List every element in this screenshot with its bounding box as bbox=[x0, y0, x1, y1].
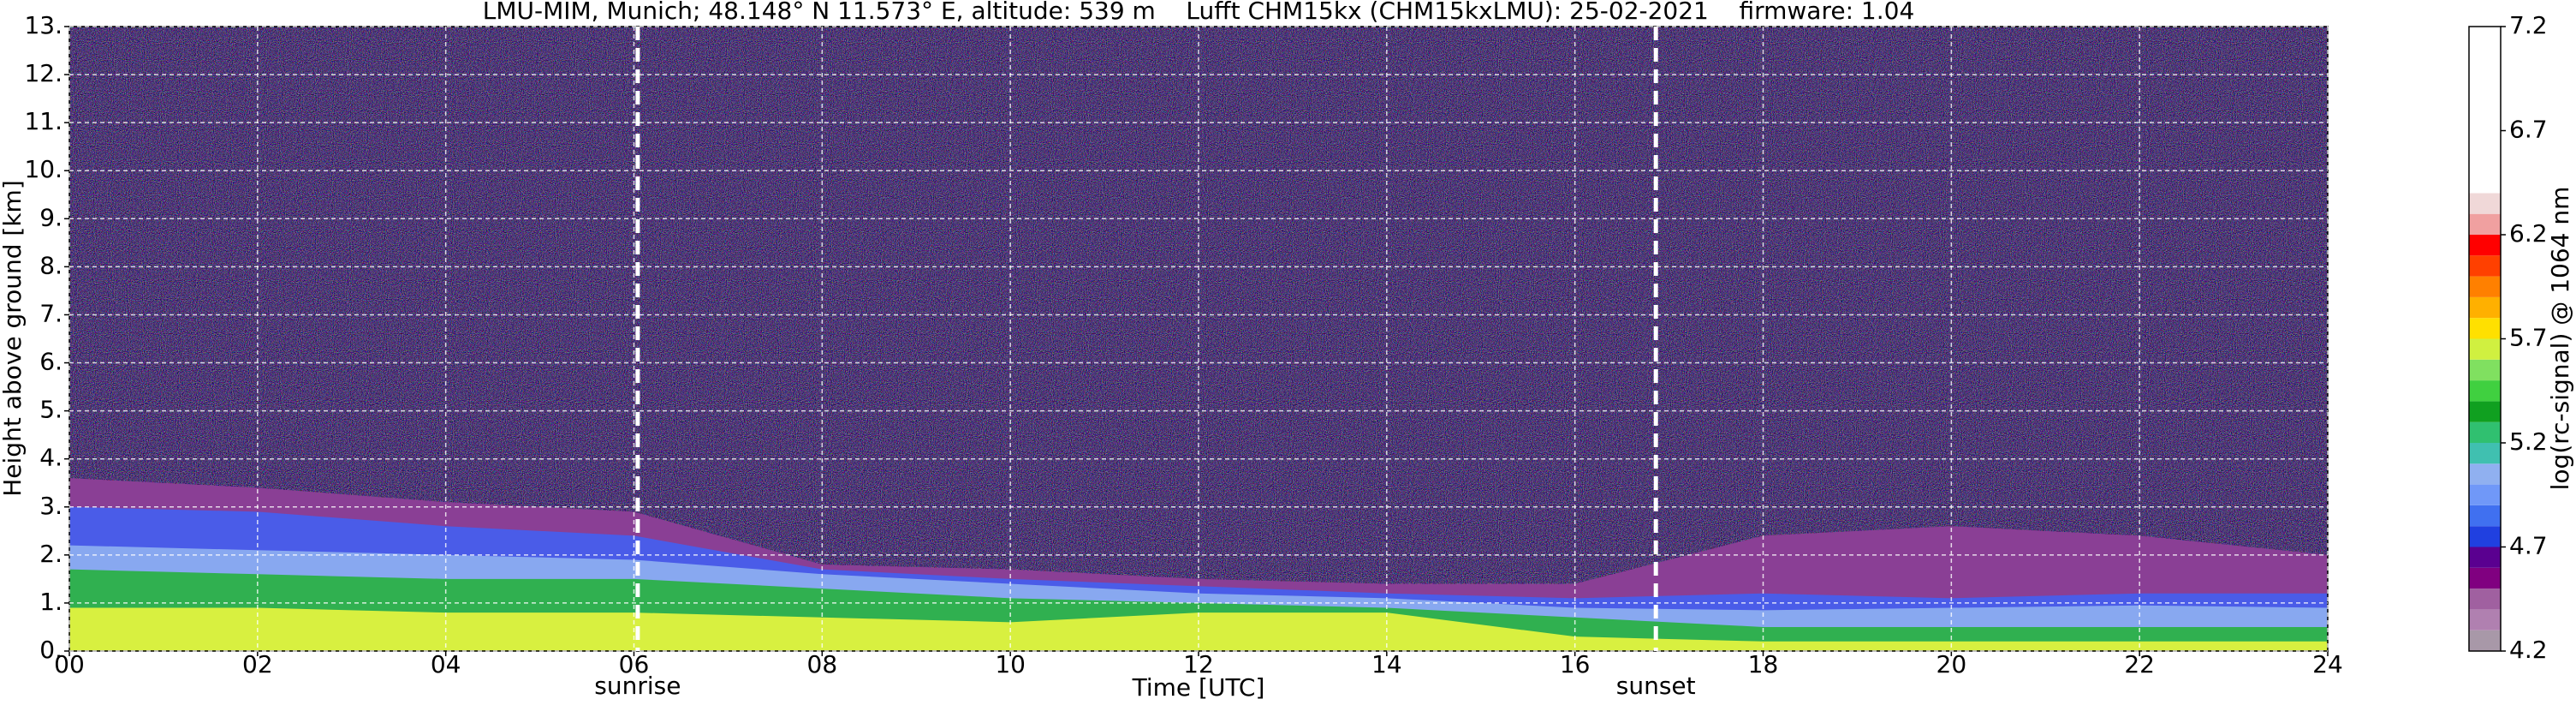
colorbar-tick-label: 5.2 bbox=[2509, 427, 2548, 456]
x-tick-label: 14 bbox=[1371, 650, 1402, 678]
x-tick-label: 10 bbox=[995, 650, 1026, 678]
colorbar-band bbox=[2469, 421, 2501, 443]
x-tick-label: 16 bbox=[1560, 650, 1591, 678]
y-axis-label: Height above ground [km] bbox=[0, 180, 27, 497]
colorbar-band bbox=[2469, 296, 2501, 319]
x-axis-label: Time [UTC] bbox=[1132, 673, 1265, 702]
colorbar-label: log(rc-signal) @ 1064 nm bbox=[2546, 187, 2574, 491]
y-tick-label: 10. bbox=[24, 155, 62, 183]
colorbar-band bbox=[2469, 463, 2501, 485]
event-label: sunset bbox=[1616, 672, 1696, 700]
colorbar-band bbox=[2469, 505, 2501, 527]
colorbar-band bbox=[2469, 213, 2501, 235]
x-tick-label: 06 bbox=[619, 650, 650, 678]
x-tick-label: 12 bbox=[1183, 650, 1214, 678]
colorbar-band bbox=[2469, 255, 2501, 277]
y-tick-label: 6. bbox=[39, 348, 62, 376]
colorbar-tick-label: 4.7 bbox=[2509, 532, 2548, 560]
colorbar-band bbox=[2469, 380, 2501, 402]
y-tick-label: 13. bbox=[24, 11, 62, 39]
colorbar-band bbox=[2469, 27, 2501, 194]
y-tick-label: 5. bbox=[39, 396, 62, 424]
x-tick-label: 24 bbox=[2312, 650, 2343, 678]
y-tick-label: 2. bbox=[39, 540, 62, 568]
colorbar-band bbox=[2469, 401, 2501, 422]
colorbar-band bbox=[2469, 443, 2501, 464]
colorbar-band bbox=[2469, 484, 2501, 505]
y-tick-label: 12. bbox=[24, 59, 62, 87]
colorbar-band bbox=[2469, 276, 2501, 297]
y-tick-label: 3. bbox=[39, 492, 62, 520]
colorbar-band bbox=[2469, 359, 2501, 381]
colorbar-tick-label: 7.2 bbox=[2509, 11, 2548, 39]
colorbar-tick-label: 4.2 bbox=[2509, 636, 2548, 664]
y-tick-label: 9. bbox=[39, 203, 62, 231]
colorbar-band bbox=[2469, 589, 2501, 610]
x-tick-label: 20 bbox=[1936, 650, 1967, 678]
y-tick-label: 4. bbox=[39, 444, 62, 472]
colorbar-band bbox=[2469, 609, 2501, 630]
colorbar-band bbox=[2469, 193, 2501, 214]
colorbar-band bbox=[2469, 526, 2501, 547]
colorbar-band bbox=[2469, 567, 2501, 589]
x-tick-label: 08 bbox=[807, 650, 838, 678]
x-tick-label: 00 bbox=[54, 650, 85, 678]
colorbar-band bbox=[2469, 338, 2501, 360]
y-tick-label: 7. bbox=[39, 299, 62, 327]
x-tick-label: 02 bbox=[242, 650, 273, 678]
y-tick-label: 8. bbox=[39, 251, 62, 279]
colorbar-band bbox=[2469, 630, 2501, 651]
colorbar-tick-label: 6.7 bbox=[2509, 116, 2548, 144]
y-tick-label: 11. bbox=[24, 107, 62, 135]
event-label: sunrise bbox=[594, 672, 681, 700]
colorbar-band bbox=[2469, 547, 2501, 568]
y-tick-label: 0. bbox=[39, 636, 62, 664]
y-tick-label: 1. bbox=[39, 588, 62, 616]
chart-title: LMU-MIM, Munich; 48.148° N 11.573° E, al… bbox=[483, 0, 1915, 25]
colorbar-tick-label: 6.2 bbox=[2509, 219, 2548, 248]
colorbar-band bbox=[2469, 235, 2501, 256]
x-tick-label: 22 bbox=[2124, 650, 2155, 678]
x-tick-label: 04 bbox=[431, 650, 461, 678]
colorbar-band bbox=[2469, 318, 2501, 339]
x-tick-label: 18 bbox=[1748, 650, 1779, 678]
colorbar-tick-label: 5.7 bbox=[2509, 324, 2548, 352]
